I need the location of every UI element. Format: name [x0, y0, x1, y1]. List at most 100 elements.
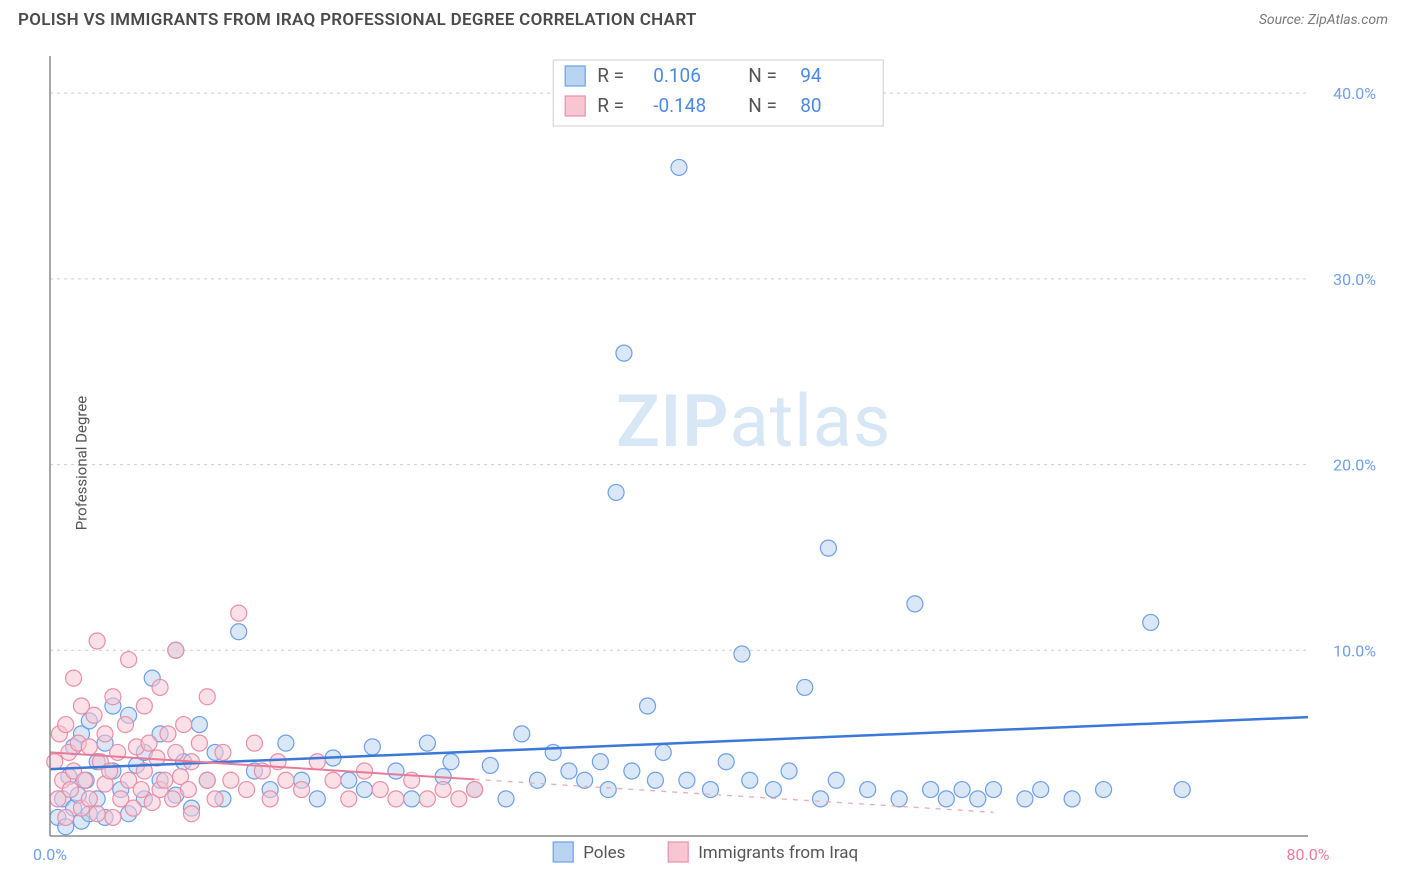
- y-tick-label: 30.0%: [1333, 270, 1376, 289]
- legend-swatch: [565, 66, 585, 86]
- watermark: ZIPatlas: [616, 379, 891, 464]
- y-axis-label: Professional Degree: [72, 396, 90, 531]
- data-point: [309, 791, 325, 807]
- data-point: [81, 791, 97, 807]
- data-point: [341, 772, 357, 788]
- data-point: [168, 744, 184, 760]
- data-point: [592, 754, 608, 770]
- data-point: [828, 772, 844, 788]
- legend-label: Immigrants from Iraq: [698, 843, 858, 863]
- data-point: [608, 484, 624, 500]
- data-point: [1033, 782, 1049, 798]
- data-point: [545, 744, 561, 760]
- y-tick-label: 10.0%: [1333, 641, 1376, 660]
- data-point: [239, 782, 255, 798]
- data-point: [624, 763, 640, 779]
- x-tick-label: 80.0%: [1287, 845, 1330, 864]
- data-point: [1143, 614, 1159, 630]
- data-point: [419, 735, 435, 751]
- legend-swatch: [668, 842, 688, 862]
- data-point: [117, 717, 133, 733]
- data-point: [58, 717, 74, 733]
- data-point: [616, 345, 632, 361]
- stat-n-label: N =: [748, 94, 777, 117]
- data-point: [986, 782, 1002, 798]
- stat-r-value: 0.106: [653, 64, 701, 87]
- data-point: [1174, 782, 1190, 798]
- data-point: [191, 717, 207, 733]
- data-point: [954, 782, 970, 798]
- data-point: [655, 744, 671, 760]
- data-point: [176, 717, 192, 733]
- data-point: [180, 782, 196, 798]
- data-point: [388, 791, 404, 807]
- data-point: [600, 782, 616, 798]
- data-point: [47, 754, 63, 770]
- data-point: [77, 772, 93, 788]
- y-tick-label: 20.0%: [1333, 456, 1376, 475]
- scatter-chart: 10.0% 20.0% 30.0% 40.0% ZIPatlas 0.0% 80.0% R =…: [18, 44, 1388, 882]
- data-point: [742, 772, 758, 788]
- data-point: [364, 739, 380, 755]
- chart-title: POLISH VS IMMIGRANTS FROM IRAQ PROFESSIO…: [18, 10, 697, 30]
- data-point: [152, 679, 168, 695]
- data-point: [388, 763, 404, 779]
- legend-label: Poles: [583, 843, 625, 863]
- data-point: [207, 791, 223, 807]
- data-point: [160, 726, 176, 742]
- data-point: [199, 689, 215, 705]
- y-tick-label: 40.0%: [1333, 84, 1376, 103]
- data-point: [671, 159, 687, 175]
- data-point: [133, 782, 149, 798]
- data-point: [105, 809, 121, 825]
- data-point: [231, 624, 247, 640]
- data-point: [482, 757, 498, 773]
- data-point: [246, 735, 262, 751]
- data-point: [168, 642, 184, 658]
- data-point: [231, 605, 247, 621]
- trend-line-blue: [50, 717, 1308, 769]
- data-point: [325, 772, 341, 788]
- stat-n-value: 80: [800, 94, 821, 117]
- data-point: [294, 782, 310, 798]
- data-point: [561, 763, 577, 779]
- stat-r-label: R =: [597, 64, 624, 87]
- data-point: [157, 772, 173, 788]
- stat-n-label: N =: [748, 64, 777, 87]
- data-point: [1064, 791, 1080, 807]
- data-point: [970, 791, 986, 807]
- data-point: [357, 763, 373, 779]
- data-point: [467, 782, 483, 798]
- data-point: [81, 739, 97, 755]
- data-point: [223, 772, 239, 788]
- data-point: [89, 633, 105, 649]
- data-point: [105, 689, 121, 705]
- data-point: [702, 782, 718, 798]
- data-point: [781, 763, 797, 779]
- data-point: [765, 782, 781, 798]
- data-point: [278, 735, 294, 751]
- data-point: [309, 754, 325, 770]
- data-point: [813, 791, 829, 807]
- data-point: [891, 791, 907, 807]
- stat-r-value: -0.148: [653, 94, 706, 117]
- data-point: [66, 670, 82, 686]
- data-point: [820, 540, 836, 556]
- data-point: [718, 754, 734, 770]
- data-point: [199, 772, 215, 788]
- legend-swatch: [565, 96, 585, 116]
- data-point: [419, 791, 435, 807]
- data-point: [734, 646, 750, 662]
- data-point: [136, 698, 152, 714]
- data-point: [125, 800, 141, 816]
- data-point: [191, 735, 207, 751]
- data-point: [1096, 782, 1112, 798]
- data-point: [97, 726, 113, 742]
- stat-n-value: 94: [800, 64, 822, 87]
- data-point: [404, 791, 420, 807]
- data-point: [907, 596, 923, 612]
- data-point: [498, 791, 514, 807]
- x-tick-label: 0.0%: [33, 845, 67, 864]
- data-point: [923, 782, 939, 798]
- data-point: [62, 782, 78, 798]
